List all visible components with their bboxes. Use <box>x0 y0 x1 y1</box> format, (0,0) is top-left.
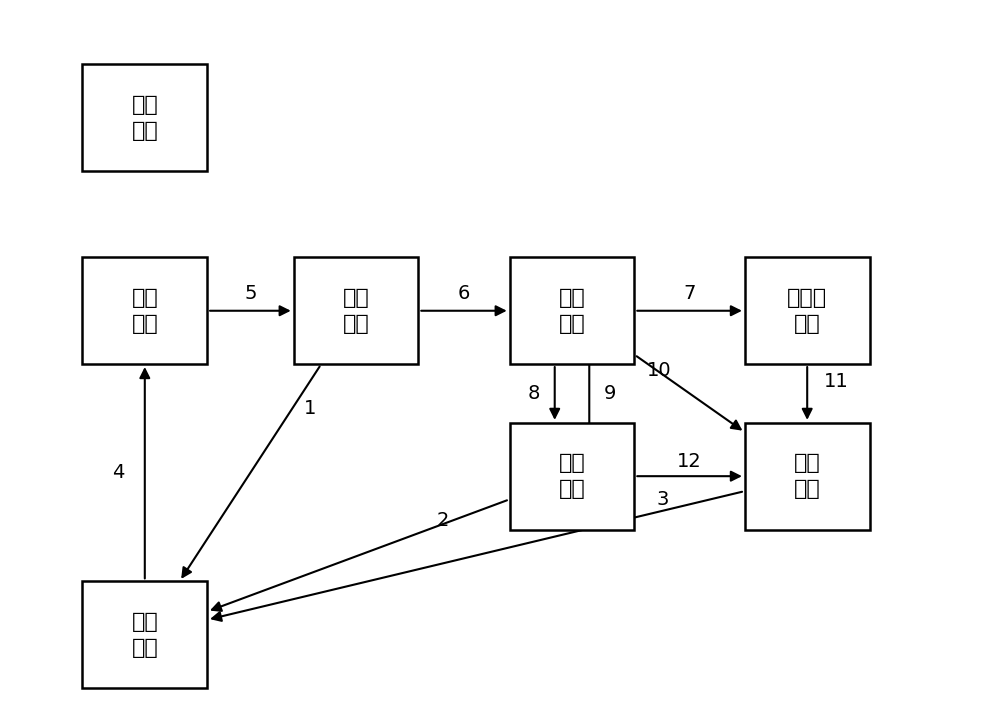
Bar <box>510 423 634 530</box>
Bar <box>82 257 207 364</box>
Bar <box>510 257 634 364</box>
Text: 不可用
分区: 不可用 分区 <box>787 287 827 334</box>
Text: 8: 8 <box>527 384 540 403</box>
Text: 11: 11 <box>824 371 848 391</box>
Text: 巡检
分区: 巡检 分区 <box>794 453 821 500</box>
Text: 5: 5 <box>244 284 257 303</box>
Text: 4: 4 <box>112 463 124 482</box>
Bar <box>745 423 870 530</box>
Bar <box>82 582 207 688</box>
Text: 1: 1 <box>304 398 316 418</box>
Text: 2: 2 <box>437 511 449 530</box>
Bar <box>745 257 870 364</box>
Text: 10: 10 <box>647 361 672 380</box>
Text: 6: 6 <box>458 284 470 303</box>
Text: 7: 7 <box>683 284 696 303</box>
Text: 12: 12 <box>677 452 702 470</box>
Text: 切换
分区: 切换 分区 <box>343 287 369 334</box>
Text: 3: 3 <box>656 490 669 508</box>
Bar <box>294 257 418 364</box>
Text: 服务
分区: 服务 分区 <box>131 287 158 334</box>
Text: 等待
分区: 等待 分区 <box>131 612 158 658</box>
Bar <box>82 65 207 171</box>
Text: 常驻
分区: 常驻 分区 <box>131 95 158 141</box>
Text: 关闭
分区: 关闭 分区 <box>559 287 585 334</box>
Text: 9: 9 <box>604 384 617 403</box>
Text: 临时
分区: 临时 分区 <box>559 453 585 500</box>
